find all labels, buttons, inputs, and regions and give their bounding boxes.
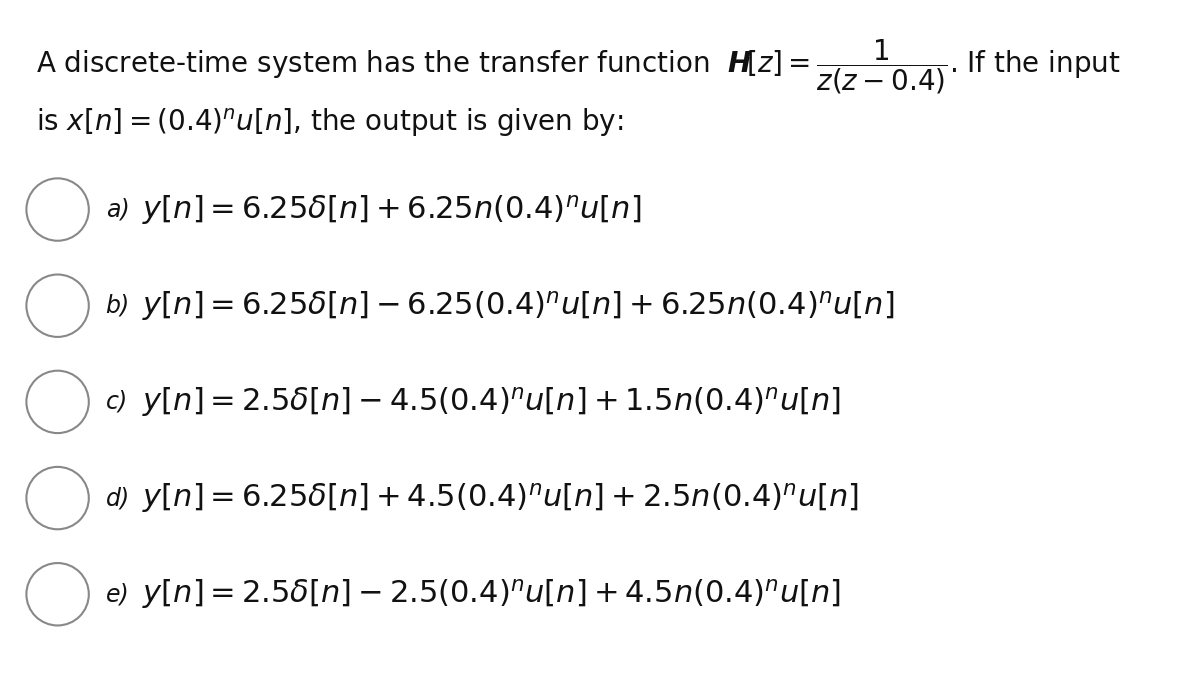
Text: is $x[n] = (0.4)^n u[n]$, the output is given by:: is $x[n] = (0.4)^n u[n]$, the output is … [36, 106, 624, 139]
Text: $y[n] = 2.5\delta[n] - 4.5(0.4)^n u[n] + 1.5n(0.4)^n u[n]$: $y[n] = 2.5\delta[n] - 4.5(0.4)^n u[n] +… [142, 385, 841, 419]
Text: $y[n] = 6.25\delta[n] + 4.5(0.4)^n u[n] + 2.5n(0.4)^n u[n]$: $y[n] = 6.25\delta[n] + 4.5(0.4)^n u[n] … [142, 481, 858, 515]
Text: b): b) [106, 294, 130, 317]
Text: $y[n] = 6.25\delta[n] + 6.25n(0.4)^n u[n]$: $y[n] = 6.25\delta[n] + 6.25n(0.4)^n u[n… [142, 192, 641, 227]
Text: e): e) [106, 583, 130, 606]
Text: $y[n] = 6.25\delta[n] - 6.25(0.4)^n u[n] + 6.25n(0.4)^n u[n]$: $y[n] = 6.25\delta[n] - 6.25(0.4)^n u[n]… [142, 289, 894, 323]
Text: $y[n] = 2.5\delta[n] - 2.5(0.4)^n u[n] + 4.5n(0.4)^n u[n]$: $y[n] = 2.5\delta[n] - 2.5(0.4)^n u[n] +… [142, 577, 841, 611]
Text: a): a) [106, 198, 130, 221]
Text: A discrete-time system has the transfer function  $\boldsymbol{H}\!\left[z\right: A discrete-time system has the transfer … [36, 38, 1121, 96]
Text: c): c) [106, 390, 128, 414]
Text: d): d) [106, 486, 130, 510]
